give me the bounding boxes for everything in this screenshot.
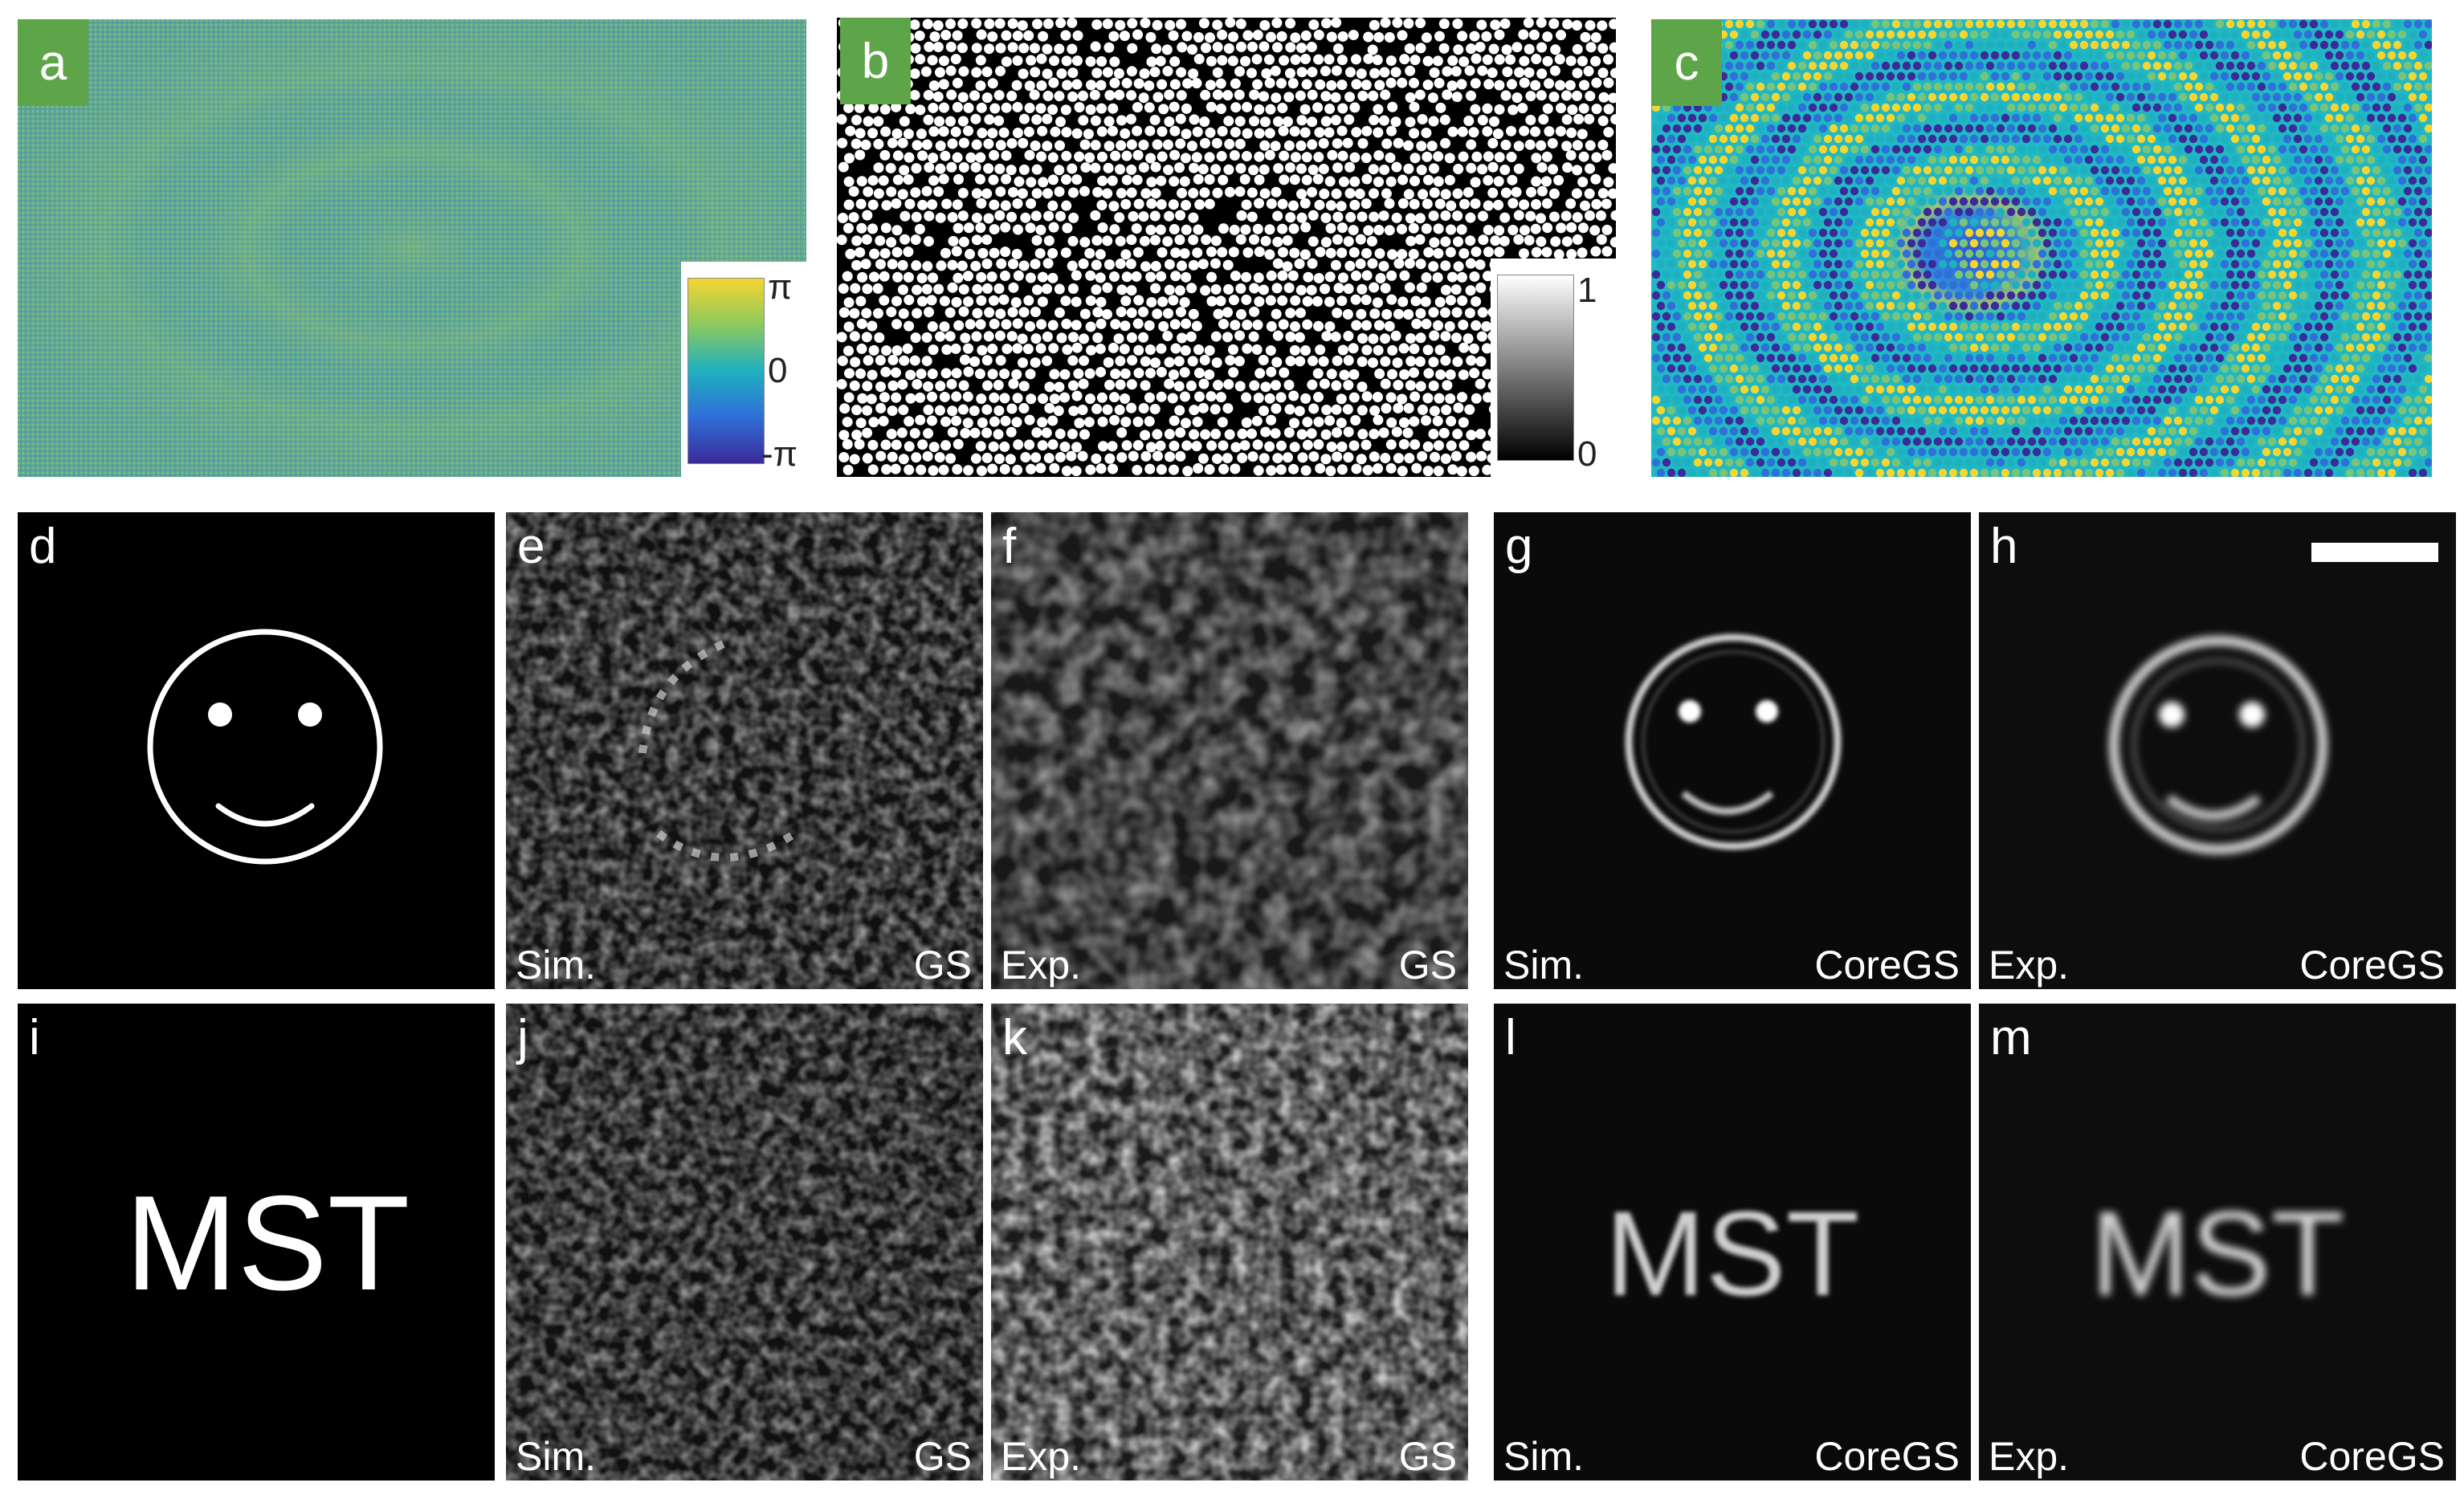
panel-i-mst-target: MST i [18,1004,495,1481]
phase-colorbar-gradient [687,278,765,464]
label-exp: Exp. [1001,1434,1082,1479]
panel-d-smiley-target: d [18,512,495,989]
label-method: GS [913,1434,972,1479]
panel-l-sim-coregs: MST l Sim. CoreGS [1494,1004,1971,1481]
label-exp: Exp. [1989,1434,2070,1479]
amplitude-colorbar-min: 0 [1577,434,1597,474]
phase-colorbar-max: π [768,267,793,307]
label-method: CoreGS [2299,943,2445,988]
panel-letter-b: b [840,18,911,104]
amplitude-colorbar-gradient [1497,275,1574,461]
label-method: CoreGS [1814,1434,1960,1479]
panel-g-sim-coregs: g Sim. CoreGS [1494,512,1971,989]
speckle-image-j [506,1004,983,1481]
label-method: GS [1398,943,1457,988]
phase-dots-image [1651,19,2432,477]
label-sim: Sim. [1503,943,1584,988]
panel-letter-d: d [29,519,57,574]
speckle-image-f [991,512,1468,989]
reconstruction-image-g [1625,633,1842,850]
panel-letter-a: a [18,19,88,106]
label-method: CoreGS [2299,1434,2445,1479]
panel-letter-m: m [1990,1010,2032,1065]
panel-letter-g: g [1505,519,1533,574]
speckle-image-k [991,1004,1468,1481]
panel-letter-f: f [1002,519,1017,574]
panel-c-phase-dots: c [1651,19,2432,477]
panel-j-sim-gs: j Sim. GS [506,1004,983,1481]
panel-f-exp-gs: f Exp. GS [991,512,1468,989]
label-exp: Exp. [1001,943,1082,988]
panel-h-exp-coregs: h Exp. CoreGS [1979,512,2456,989]
panel-letter-k: k [1002,1010,1027,1065]
label-exp: Exp. [1989,943,2070,988]
phase-colorbar: π 0 -π [681,262,806,477]
panel-letter-c: c [1651,19,1722,106]
mst-reconstruction-text: MST [2090,1186,2345,1321]
panel-letter-i: i [29,1010,40,1065]
panel-letter-e: e [517,519,545,574]
amplitude-colorbar: 1 0 [1491,259,1616,477]
phase-colorbar-min: -π [761,434,798,474]
panel-letter-j: j [517,1010,528,1065]
label-sim: Sim. [516,1434,596,1479]
phase-colorbar-mid: 0 [768,351,788,390]
panel-k-exp-gs: k Exp. GS [991,1004,1468,1481]
smiley-face-image [147,629,383,865]
mst-target-text: MST [124,1167,410,1318]
mst-reconstruction-text: MST [1605,1186,1860,1321]
panel-letter-h: h [1990,519,2018,574]
panel-e-sim-gs: e Sim. GS [506,512,983,989]
amplitude-colorbar-max: 1 [1577,271,1597,310]
panel-b-amplitude-map: b 1 0 [837,18,1616,477]
label-method: CoreGS [1814,943,1960,988]
label-method: GS [1398,1434,1457,1479]
label-method: GS [913,943,972,988]
reconstruction-image-h [2109,636,2327,854]
panel-a-phase-map: a π 0 -π [18,19,806,477]
speckle-image-e [506,512,983,989]
label-sim: Sim. [1503,1434,1584,1479]
phase-map-image [18,19,806,477]
panel-m-exp-coregs: MST m Exp. CoreGS [1979,1004,2456,1481]
panel-letter-l: l [1505,1010,1516,1065]
label-sim: Sim. [516,943,596,988]
scale-bar [2311,543,2438,562]
